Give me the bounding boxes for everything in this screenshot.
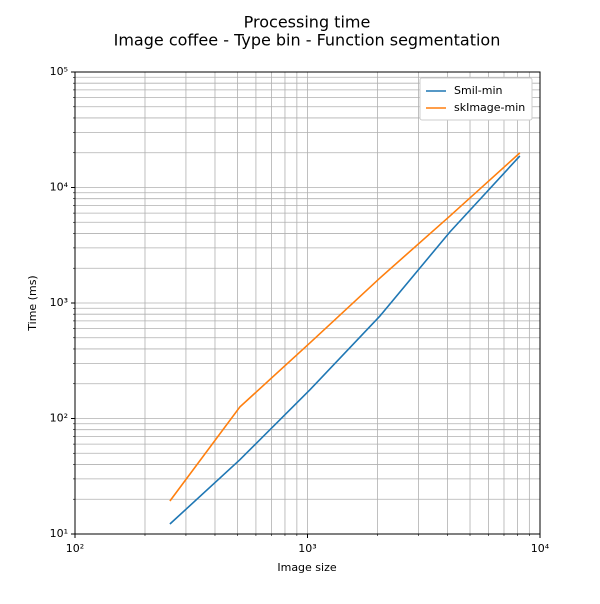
x-axis-label: Image size (277, 561, 337, 574)
y-axis-label: Time (ms) (26, 275, 39, 331)
y-tick-label: 10⁵ (50, 65, 68, 78)
series-line (169, 155, 521, 525)
x-tick-label: 10³ (298, 542, 316, 555)
legend-label: Smil-min (454, 84, 503, 97)
chart-title: Processing time (244, 13, 371, 32)
series-line (169, 152, 521, 502)
x-tick-label: 10⁴ (531, 542, 550, 555)
y-tick-label: 10⁴ (50, 181, 69, 194)
y-tick-label: 10³ (50, 296, 68, 309)
legend-label: skImage-min (454, 101, 525, 114)
x-tick-label: 10² (66, 542, 84, 555)
y-tick-label: 10¹ (50, 527, 68, 540)
chart-subtitle: Image coffee - Type bin - Function segme… (114, 31, 501, 50)
y-tick-label: 10² (50, 412, 68, 425)
plot-frame (74, 71, 541, 535)
legend-box (419, 77, 533, 121)
